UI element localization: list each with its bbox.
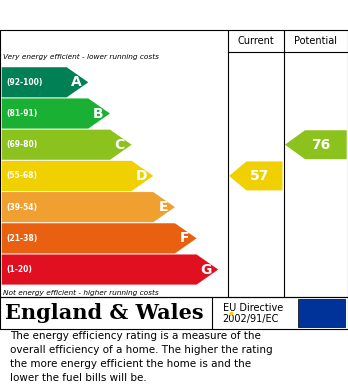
Text: Current: Current xyxy=(237,36,274,46)
Text: F: F xyxy=(180,231,189,245)
Polygon shape xyxy=(2,161,153,191)
Text: 57: 57 xyxy=(250,169,269,183)
Text: (81-91): (81-91) xyxy=(6,109,37,118)
Text: C: C xyxy=(114,138,125,152)
Text: Very energy efficient - lower running costs: Very energy efficient - lower running co… xyxy=(3,54,159,60)
Text: G: G xyxy=(201,262,212,276)
Text: (55-68): (55-68) xyxy=(6,171,37,180)
Text: EU Directive: EU Directive xyxy=(223,303,283,313)
Polygon shape xyxy=(2,67,88,97)
Text: (69-80): (69-80) xyxy=(6,140,37,149)
Text: Potential: Potential xyxy=(294,36,337,46)
Polygon shape xyxy=(2,223,197,253)
Text: (92-100): (92-100) xyxy=(6,78,42,87)
Text: 76: 76 xyxy=(311,138,330,152)
Polygon shape xyxy=(2,99,110,129)
Text: D: D xyxy=(136,169,147,183)
Text: E: E xyxy=(158,200,168,214)
Text: (39-54): (39-54) xyxy=(6,203,37,212)
Text: (1-20): (1-20) xyxy=(6,265,32,274)
Text: Energy Efficiency Rating: Energy Efficiency Rating xyxy=(60,6,288,24)
Text: 2002/91/EC: 2002/91/EC xyxy=(223,314,279,324)
Bar xyxy=(298,300,345,327)
Text: A: A xyxy=(71,75,82,89)
Text: The energy efficiency rating is a measure of the
overall efficiency of a home. T: The energy efficiency rating is a measur… xyxy=(10,331,273,383)
Text: England & Wales: England & Wales xyxy=(5,303,204,323)
Text: (21-38): (21-38) xyxy=(6,234,37,243)
Polygon shape xyxy=(285,130,347,159)
Polygon shape xyxy=(2,192,175,222)
Polygon shape xyxy=(229,161,283,190)
Text: Not energy efficient - higher running costs: Not energy efficient - higher running co… xyxy=(3,290,159,296)
Text: B: B xyxy=(93,106,103,120)
Polygon shape xyxy=(2,255,218,285)
Polygon shape xyxy=(2,130,132,160)
